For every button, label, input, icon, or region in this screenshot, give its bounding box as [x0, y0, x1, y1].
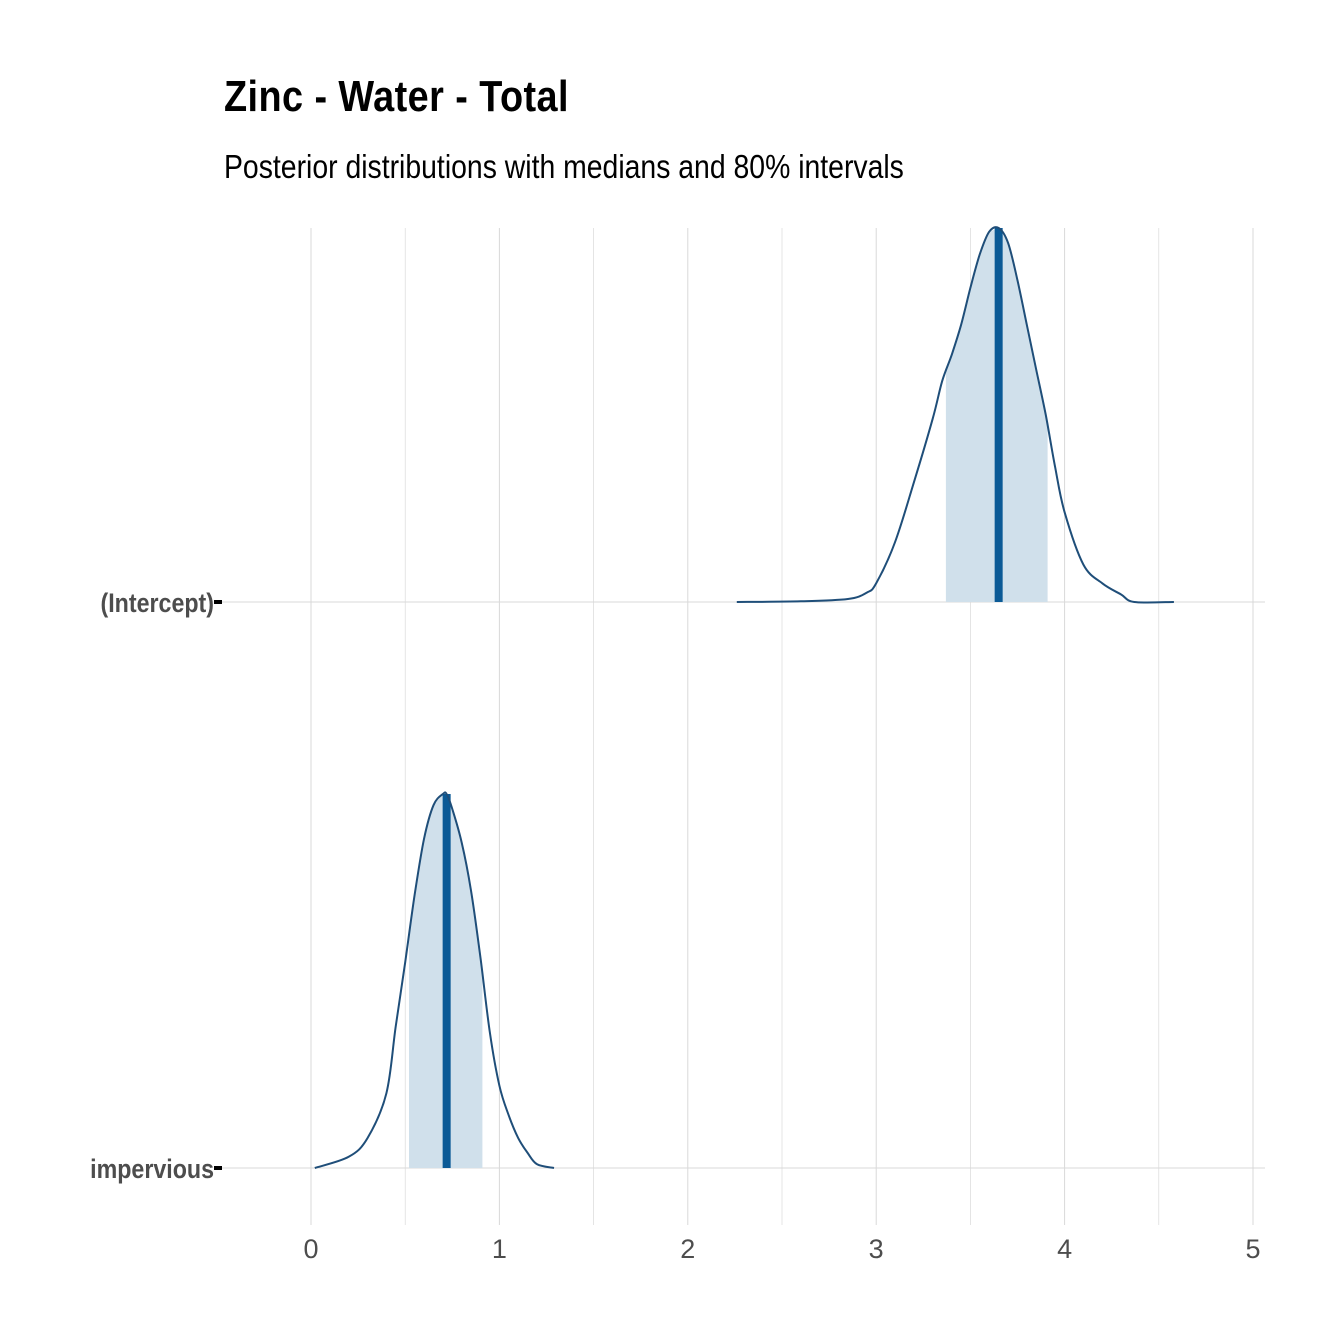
x-tick-label: 4	[1057, 1234, 1072, 1264]
axes: (Intercept) impervious 0 1 2 3 4 5	[90, 588, 1260, 1264]
x-tick-label: 2	[680, 1234, 695, 1264]
y-tick-label-impervious: impervious	[90, 1154, 214, 1184]
x-tick-label: 5	[1245, 1234, 1260, 1264]
x-tick-label: 3	[869, 1234, 884, 1264]
density-ridges	[314, 226, 1174, 1169]
chart-title: Zinc - Water - Total	[224, 72, 569, 121]
grid-lines	[222, 228, 1265, 1225]
x-tick-label: 1	[492, 1234, 507, 1264]
y-tick-label-intercept: (Intercept)	[101, 588, 214, 618]
chart-subtitle: Posterior distributions with medians and…	[224, 148, 904, 185]
x-tick-label: 0	[303, 1234, 318, 1264]
density-curve-intercept	[736, 226, 1174, 604]
density-curve-impervious	[314, 791, 555, 1169]
